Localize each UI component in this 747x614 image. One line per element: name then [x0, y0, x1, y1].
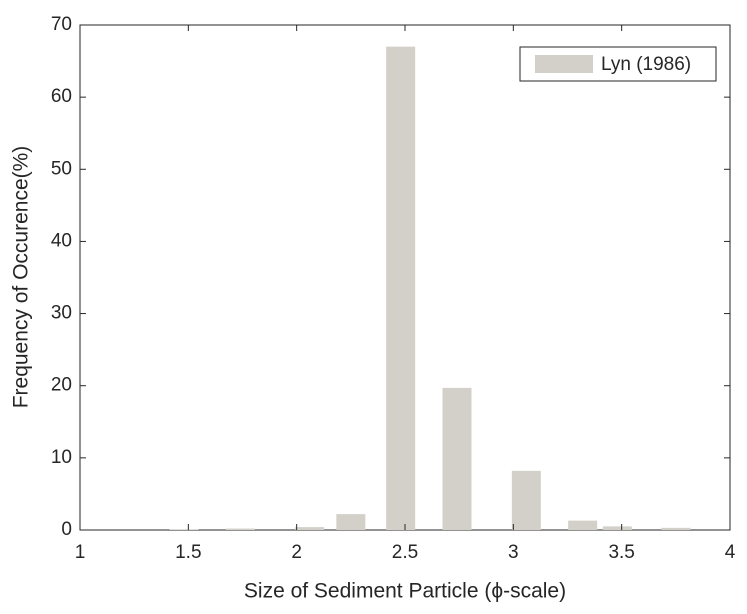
y-axis-title: Frequency of Occurence(%): [10, 146, 33, 409]
x-tick-label: 4: [725, 542, 736, 563]
y-tick-label: 50: [51, 158, 72, 179]
legend-label: Lyn (1986): [601, 54, 691, 75]
y-tick-label: 20: [51, 375, 72, 396]
x-axis-title: Size of Sediment Particle (ϕ-scale): [244, 580, 566, 603]
y-tick-label: 30: [51, 303, 72, 324]
bar: [169, 529, 199, 530]
x-tick-label: 1: [75, 542, 86, 563]
x-tick-label: 2.5: [392, 542, 418, 563]
y-tick-label: 40: [51, 230, 72, 251]
bar: [442, 387, 472, 530]
y-tick-label: 10: [51, 447, 72, 468]
bar: [336, 514, 366, 530]
bar: [225, 528, 255, 530]
bar: [661, 527, 691, 530]
x-tick-label: 3: [508, 542, 519, 563]
y-tick-label: 70: [51, 14, 72, 35]
x-tick-label: 3.5: [608, 542, 634, 563]
y-tick-label: 60: [51, 86, 72, 107]
y-tick-label: 0: [61, 519, 72, 540]
bar: [568, 520, 598, 530]
legend-swatch: [535, 55, 593, 73]
bar: [295, 527, 325, 530]
bar: [602, 526, 632, 530]
x-tick-label: 1.5: [175, 542, 201, 563]
x-tick-label: 2: [291, 542, 302, 563]
bar: [511, 470, 541, 530]
bar: [386, 46, 416, 531]
